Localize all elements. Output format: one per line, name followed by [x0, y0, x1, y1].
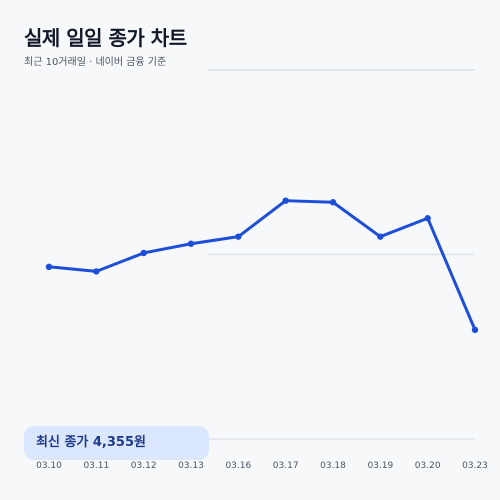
x-tick-label: 03.17 — [273, 461, 299, 471]
data-point — [329, 199, 337, 206]
x-tick-label: 03.16 — [225, 461, 251, 471]
data-point — [93, 268, 100, 275]
page-subtitle: 최근 10거래일 · 네이버 금융 기준 — [24, 57, 167, 68]
x-tick-label: 03.19 — [367, 461, 393, 471]
page-title: 실제 일일 종가 차트 — [24, 26, 187, 50]
latest-close-badge: 최신 종가 4,355원 — [24, 426, 209, 460]
x-tick-label: 03.18 — [320, 461, 346, 471]
data-point — [424, 215, 431, 222]
x-axis-tick-labels: 03.10 03.11 03.12 03.13 03.16 03.17 03.18 03.19… — [36, 461, 488, 471]
x-tick-label: 03.11 — [83, 461, 109, 471]
data-points — [45, 197, 479, 334]
data-point — [187, 240, 195, 247]
series-line-group — [47, 199, 477, 332]
data-point — [235, 233, 242, 240]
x-tick-label: 03.23 — [462, 461, 488, 471]
data-point — [471, 326, 479, 334]
data-point — [282, 197, 289, 204]
gridlines — [208, 69, 475, 440]
x-tick-label: 03.13 — [178, 461, 204, 471]
x-tick-label: 03.20 — [415, 461, 441, 471]
data-point — [45, 263, 53, 270]
series-line — [47, 199, 477, 332]
x-tick-label: 03.12 — [131, 461, 157, 471]
data-point — [377, 233, 384, 240]
x-tick-label: 03.10 — [36, 461, 62, 471]
data-point — [140, 249, 147, 257]
